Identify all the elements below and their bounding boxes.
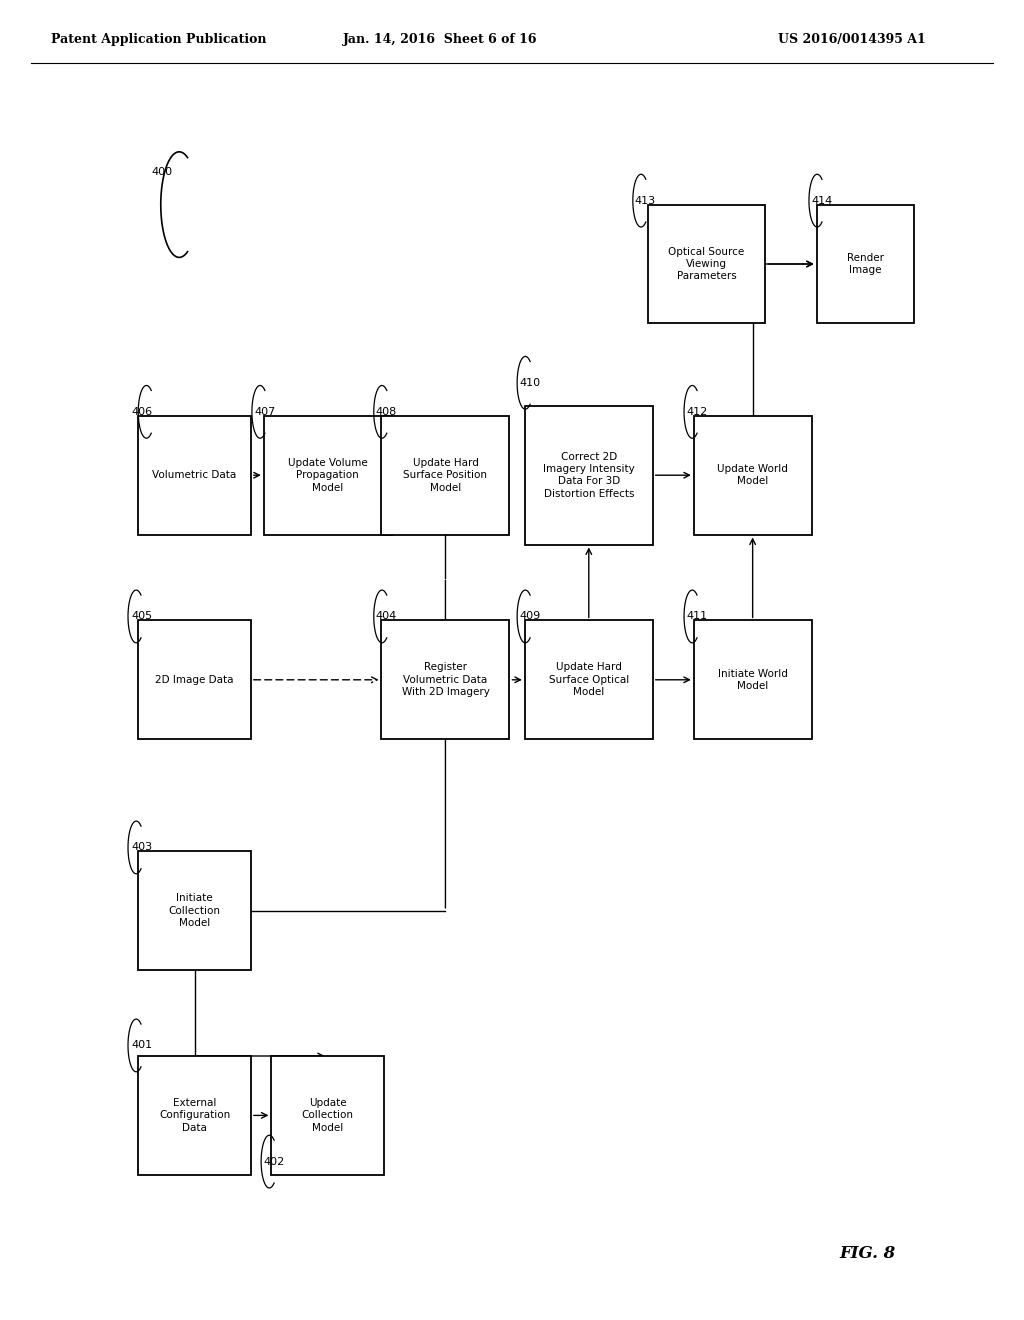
Text: Render
Image: Render Image — [847, 253, 884, 275]
Text: Optical Source
Viewing
Parameters: Optical Source Viewing Parameters — [669, 247, 744, 281]
Bar — [381, 416, 510, 535]
Text: 405: 405 — [131, 611, 153, 622]
Bar — [138, 851, 251, 970]
Text: 403: 403 — [131, 842, 153, 853]
Bar — [817, 205, 913, 323]
Bar — [524, 620, 653, 739]
Text: 408: 408 — [376, 407, 397, 417]
Bar — [694, 620, 811, 739]
Text: Update World
Model: Update World Model — [717, 465, 788, 486]
Text: Update Hard
Surface Optical
Model: Update Hard Surface Optical Model — [549, 663, 629, 697]
Text: 410: 410 — [519, 378, 541, 388]
Text: Patent Application Publication: Patent Application Publication — [51, 33, 266, 46]
Text: FIG. 8: FIG. 8 — [840, 1246, 896, 1262]
Text: 404: 404 — [376, 611, 397, 622]
Text: 411: 411 — [686, 611, 708, 622]
Text: 413: 413 — [635, 195, 656, 206]
Text: 400: 400 — [152, 166, 173, 177]
Text: 409: 409 — [519, 611, 541, 622]
Bar — [264, 416, 391, 535]
Text: Initiate World
Model: Initiate World Model — [718, 669, 787, 690]
Bar — [138, 416, 251, 535]
Text: 407: 407 — [254, 407, 275, 417]
Text: US 2016/0014395 A1: US 2016/0014395 A1 — [778, 33, 926, 46]
Text: 401: 401 — [131, 1040, 153, 1051]
Bar — [381, 620, 510, 739]
Bar — [271, 1056, 384, 1175]
Bar — [647, 205, 765, 323]
Text: 2D Image Data: 2D Image Data — [156, 675, 233, 685]
Text: Correct 2D
Imagery Intensity
Data For 3D
Distortion Effects: Correct 2D Imagery Intensity Data For 3D… — [543, 451, 635, 499]
Bar — [138, 620, 251, 739]
Text: Jan. 14, 2016  Sheet 6 of 16: Jan. 14, 2016 Sheet 6 of 16 — [343, 33, 538, 46]
Text: Update Volume
Propagation
Model: Update Volume Propagation Model — [288, 458, 368, 492]
Text: 414: 414 — [811, 195, 833, 206]
Bar — [138, 1056, 251, 1175]
Bar — [694, 416, 811, 535]
Text: 402: 402 — [263, 1156, 285, 1167]
Text: External
Configuration
Data: External Configuration Data — [159, 1098, 230, 1133]
Text: Update
Collection
Model: Update Collection Model — [302, 1098, 353, 1133]
Text: 412: 412 — [686, 407, 708, 417]
Text: 406: 406 — [131, 407, 153, 417]
Bar — [524, 407, 653, 544]
Text: Volumetric Data: Volumetric Data — [153, 470, 237, 480]
Text: Update Hard
Surface Position
Model: Update Hard Surface Position Model — [403, 458, 487, 492]
Text: Initiate
Collection
Model: Initiate Collection Model — [169, 894, 220, 928]
Text: Register
Volumetric Data
With 2D Imagery: Register Volumetric Data With 2D Imagery — [401, 663, 489, 697]
